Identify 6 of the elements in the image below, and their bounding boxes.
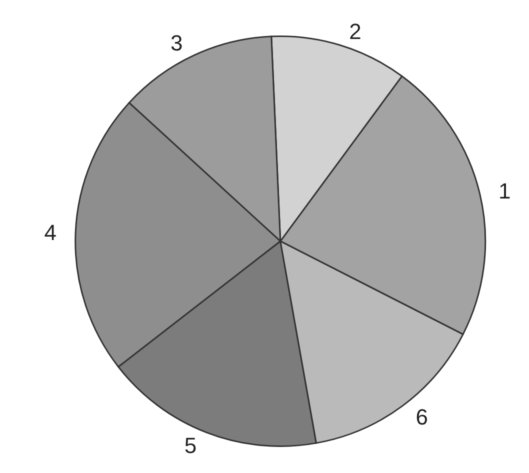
slice-label: 1 [498, 178, 511, 204]
slice-label: 5 [184, 433, 197, 458]
slice-label: 6 [416, 404, 428, 430]
slice-label: 4 [44, 220, 57, 245]
slice-label: 2 [349, 19, 362, 44]
slice-label: 3 [170, 30, 183, 56]
